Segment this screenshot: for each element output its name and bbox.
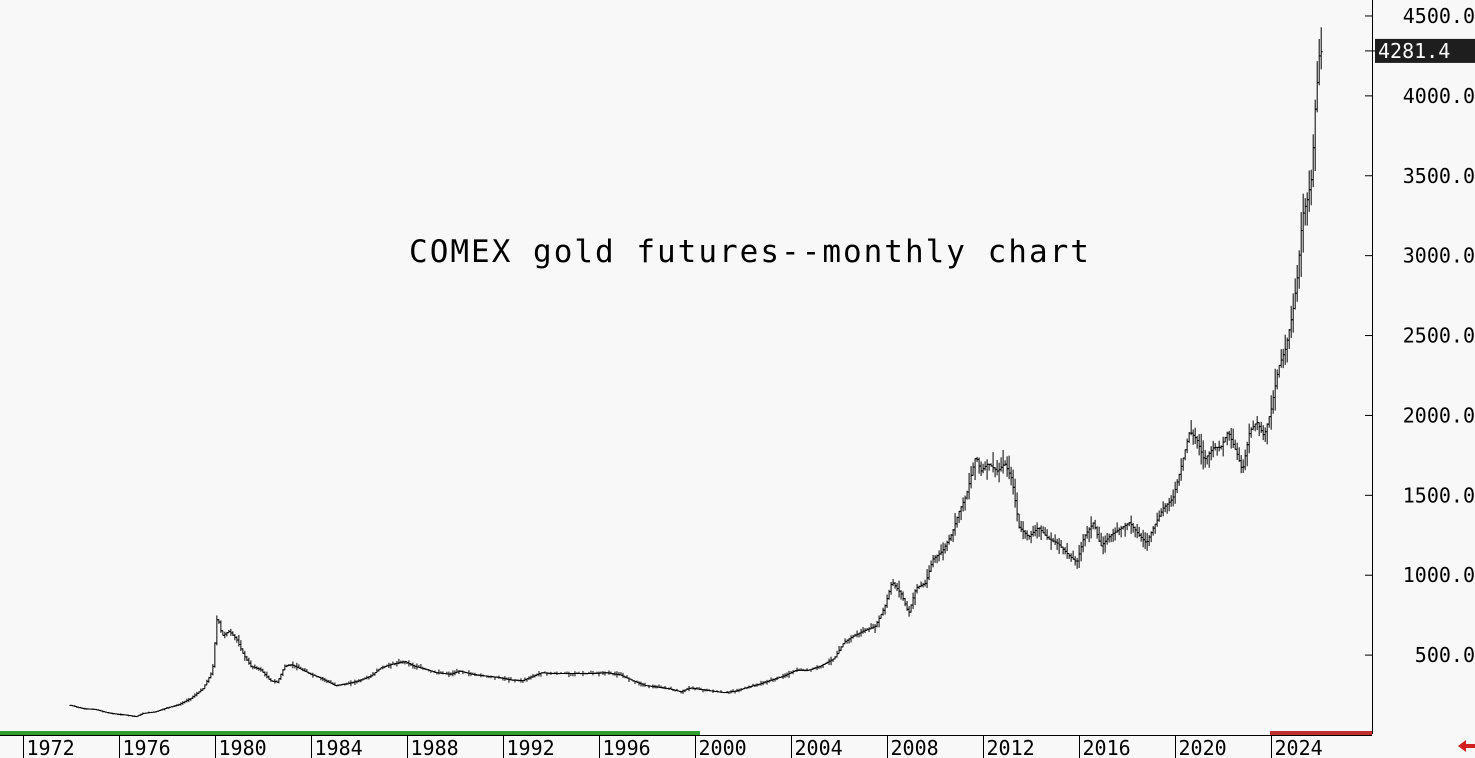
x-tick-label: 2008	[891, 736, 939, 758]
y-tick-label: 2500.0	[1403, 324, 1475, 348]
last-price-box	[1375, 38, 1475, 63]
timeline-strip-red	[1270, 731, 1372, 735]
y-tick-label: 1000.0	[1403, 563, 1475, 587]
x-tick-label: 2012	[987, 736, 1035, 758]
x-tick-label: 1988	[411, 736, 459, 758]
x-tick-label: 1996	[603, 736, 651, 758]
x-tick-label: 2004	[795, 736, 843, 758]
ohlc-bars	[69, 27, 1323, 718]
x-tick-label: 2000	[699, 736, 747, 758]
last-price-marker: 4281.4	[1375, 38, 1475, 63]
timeline-strip-green	[0, 731, 700, 735]
x-tick-label: 1976	[123, 736, 171, 758]
scroll-left-arrow-icon[interactable]	[1458, 740, 1475, 752]
x-tick-label: 1980	[219, 736, 267, 758]
last-price-label: 4281.4	[1378, 39, 1450, 63]
y-tick-label: 3500.0	[1403, 164, 1475, 188]
x-tick-label: 1972	[27, 736, 75, 758]
ohlc-bar	[1319, 27, 1323, 70]
y-tick-label: 2000.0	[1403, 403, 1475, 427]
y-tick-label: 500.0	[1415, 643, 1475, 667]
x-tick-label: 1992	[507, 736, 555, 758]
x-tick-label: 2024	[1275, 736, 1323, 758]
y-tick-label: 4000.0	[1403, 84, 1475, 108]
y-axis: 500.0 1000.0 1500.0 2000.0 2500.0 3000.0 3500.…	[1365, 4, 1475, 667]
y-tick-label: 3000.0	[1403, 244, 1475, 268]
y-tick-label: 4500.0	[1403, 4, 1475, 28]
y-tick-label: 1500.0	[1403, 483, 1475, 507]
x-tick-label: 2016	[1083, 736, 1131, 758]
chart-title: COMEX gold futures--monthly chart	[409, 234, 1091, 270]
x-axis: 1972 1976 1980 1984 1988 1992 1996 2000 2004 2008…	[23, 736, 1323, 758]
x-tick-label: 1984	[315, 736, 363, 758]
x-tick-label: 2020	[1179, 736, 1227, 758]
